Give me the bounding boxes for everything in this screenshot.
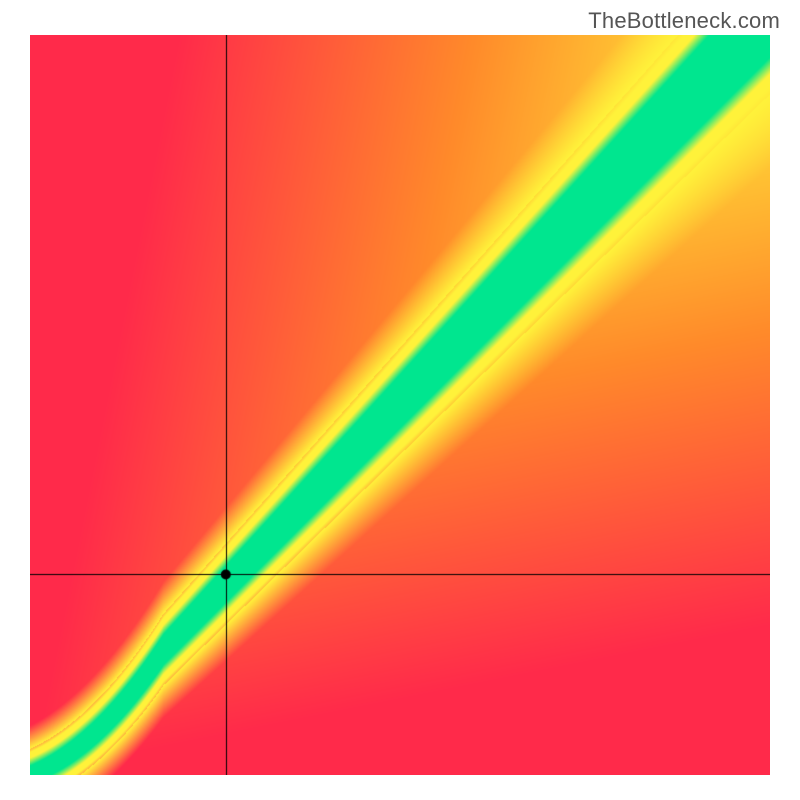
heatmap-plot bbox=[30, 35, 770, 775]
watermark-text: TheBottleneck.com bbox=[588, 8, 780, 34]
chart-container: TheBottleneck.com bbox=[0, 0, 800, 800]
heatmap-canvas bbox=[30, 35, 770, 775]
